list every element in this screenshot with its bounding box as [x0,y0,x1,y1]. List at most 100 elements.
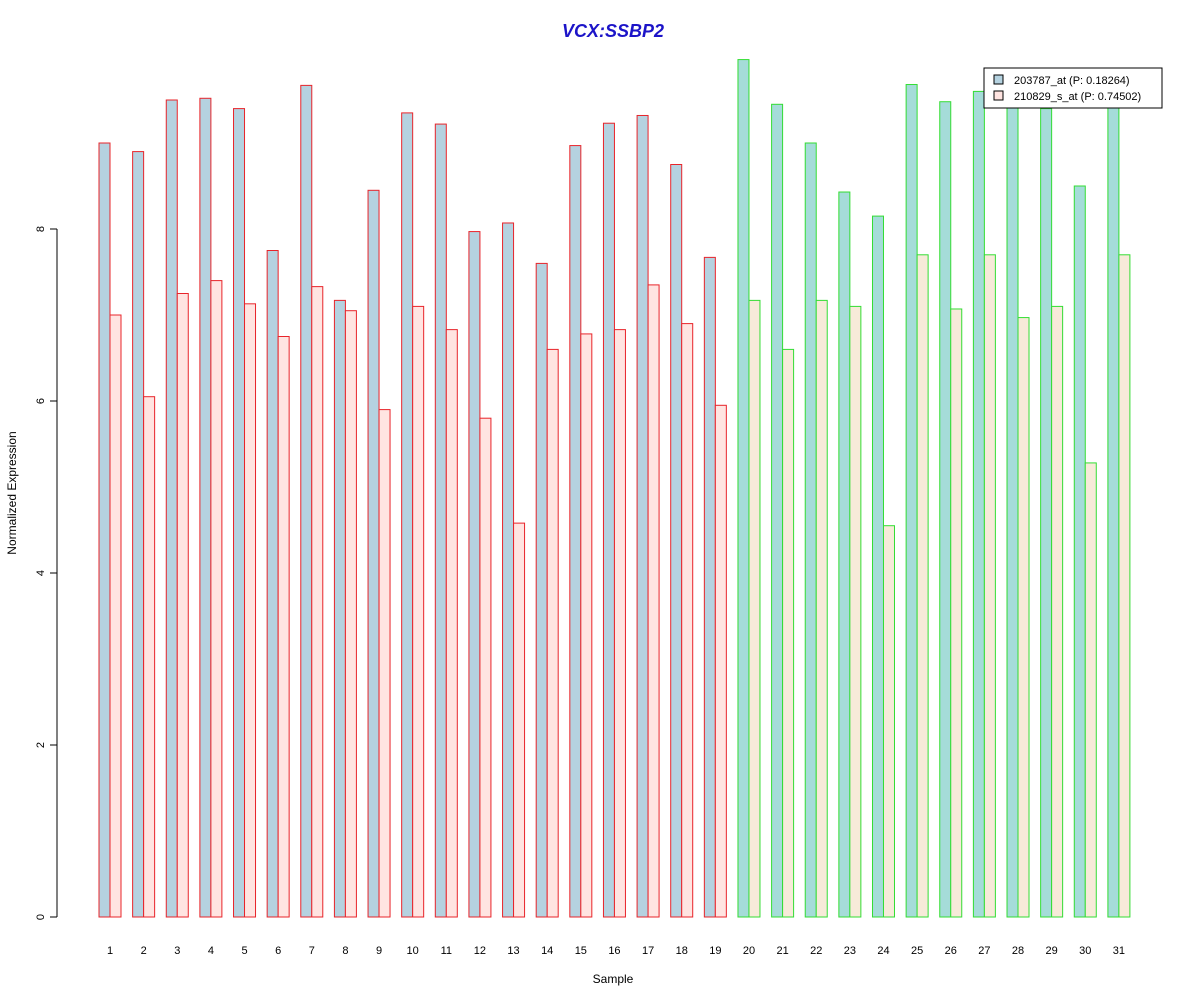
x-tick-label: 23 [844,945,856,957]
bar-series-1-sample-6 [266,250,279,918]
bar-series-2-sample-18 [681,323,694,918]
bar-series-2-sample-4 [210,280,223,918]
x-tick-label: 3 [174,945,180,957]
bar-series-1-sample-28 [1006,95,1019,918]
x-tick-label: 10 [407,945,419,957]
y-axis-label: Normalized Expression [5,431,19,554]
bar-series-1-sample-13 [502,222,515,918]
bar-series-1-sample-15 [569,145,582,918]
bar-series-2-sample-8 [344,310,357,918]
bar-series-2-sample-11 [445,329,458,918]
bar-series-2-sample-22 [815,299,828,918]
bar-series-1-sample-17 [636,114,649,918]
x-tick-label: 21 [776,945,788,957]
bar-series-1-sample-25 [905,84,918,918]
bar-series-2-sample-25 [916,254,929,918]
x-tick-label: 31 [1113,945,1125,957]
bar-series-1-sample-3 [165,99,178,918]
x-tick-labels: 1 2 3 4 5 6 7 8 9 10 11 12 13 14 15 16 17 18 19 20 21 22 23 24 2… [107,945,1125,957]
bar-series-1-sample-27 [972,90,985,918]
bar-series-1-sample-22 [804,142,817,918]
bar-series-2-sample-12 [479,417,492,918]
y-tick-label: 4 [35,570,47,576]
bar-series-2-sample-6 [277,336,290,918]
bar-series-1-sample-16 [602,122,615,918]
bar-series-2-sample-23 [849,305,862,918]
bar-series-1-sample-24 [871,215,884,918]
bar-series-2-sample-31 [1118,254,1131,918]
bar-series-1-sample-11 [434,123,447,918]
bar-series-2-sample-28 [1017,317,1030,918]
bar-series-1-sample-5 [233,108,246,918]
x-tick-label: 11 [441,945,452,957]
bar-series-1-sample-30 [1073,185,1086,918]
bar-series-1-sample-10 [401,112,414,918]
x-axis-label: Sample [593,972,634,986]
bar-series-2-sample-27 [983,254,996,918]
bar-series-1-sample-2 [132,151,145,918]
x-tick-label: 24 [877,945,889,957]
bar-series-1-sample-8 [333,299,346,918]
bar-series-1-sample-9 [367,189,380,918]
x-tick-label: 20 [743,945,755,957]
bar-series-1-sample-19 [703,256,716,918]
bar-series-2-sample-14 [546,348,559,918]
bar-series-2-sample-30 [1084,462,1097,918]
bar-series-1-sample-31 [1107,99,1120,918]
y-tick-label: 6 [35,398,47,404]
bar-series-1-sample-21 [771,103,784,918]
bar-series-1-sample-23 [838,191,851,918]
chart-title: VCX:SSBP2 [562,21,664,41]
x-tick-label: 6 [275,945,281,957]
bar-series-2-sample-21 [782,348,795,918]
x-tick-label: 1 [107,945,113,957]
x-tick-label: 25 [911,945,923,957]
x-tick-label: 7 [309,945,315,957]
x-tick-label: 4 [208,945,214,957]
x-tick-label: 8 [342,945,348,957]
bar-series-2-sample-26 [950,308,963,918]
bar-series-2-sample-16 [613,329,626,918]
bar-series-2-sample-9 [378,409,391,918]
x-tick-label: 27 [978,945,990,957]
y-tick-label: 0 [35,914,47,920]
legend-swatch-series-1 [993,74,1004,85]
x-tick-label: 5 [241,945,247,957]
bar-series-1-sample-12 [468,231,481,918]
bar-series-1-sample-7 [300,84,313,918]
x-tick-label: 18 [676,945,688,957]
x-tick-label: 19 [709,945,721,957]
bar-series-2-sample-19 [714,404,727,918]
bar-series-1-sample-18 [670,164,683,918]
bar-series-1-sample-20 [737,59,750,918]
x-tick-label: 12 [474,945,486,957]
bar-series-2-sample-20 [748,299,761,918]
y-axis: 0 2 4 6 8 [35,226,58,920]
x-tick-label: 9 [376,945,382,957]
bar-series-2-sample-24 [882,525,895,918]
x-tick-label: 26 [945,945,957,957]
y-tick-label: 8 [35,226,47,232]
legend-box [983,67,1163,109]
x-tick-label: 16 [608,945,620,957]
bar-series-1-sample-1 [98,142,111,918]
bar-series-2-sample-2 [143,396,156,918]
bar-series-2-sample-29 [1051,305,1064,918]
legend-label-series-1: 203787_at (P: 0.18264) [1014,75,1130,87]
x-tick-label: 28 [1012,945,1024,957]
x-tick-label: 2 [141,945,147,957]
bar-series-2-sample-13 [513,522,526,918]
bar-series-2-sample-15 [580,333,593,918]
x-tick-label: 13 [507,945,519,957]
bar-series-1-sample-29 [1040,108,1053,918]
bar-series-2-sample-17 [647,284,660,918]
bars-group [98,59,1131,918]
bar-series-1-sample-26 [939,101,952,918]
legend-swatch-series-2 [993,90,1004,101]
x-tick-label: 14 [541,945,553,957]
x-tick-label: 17 [642,945,654,957]
bar-series-2-sample-5 [244,303,257,918]
legend: 203787_at (P: 0.18264) 210829_s_at (P: 0… [983,67,1163,109]
legend-label-series-2: 210829_s_at (P: 0.74502) [1014,91,1141,103]
